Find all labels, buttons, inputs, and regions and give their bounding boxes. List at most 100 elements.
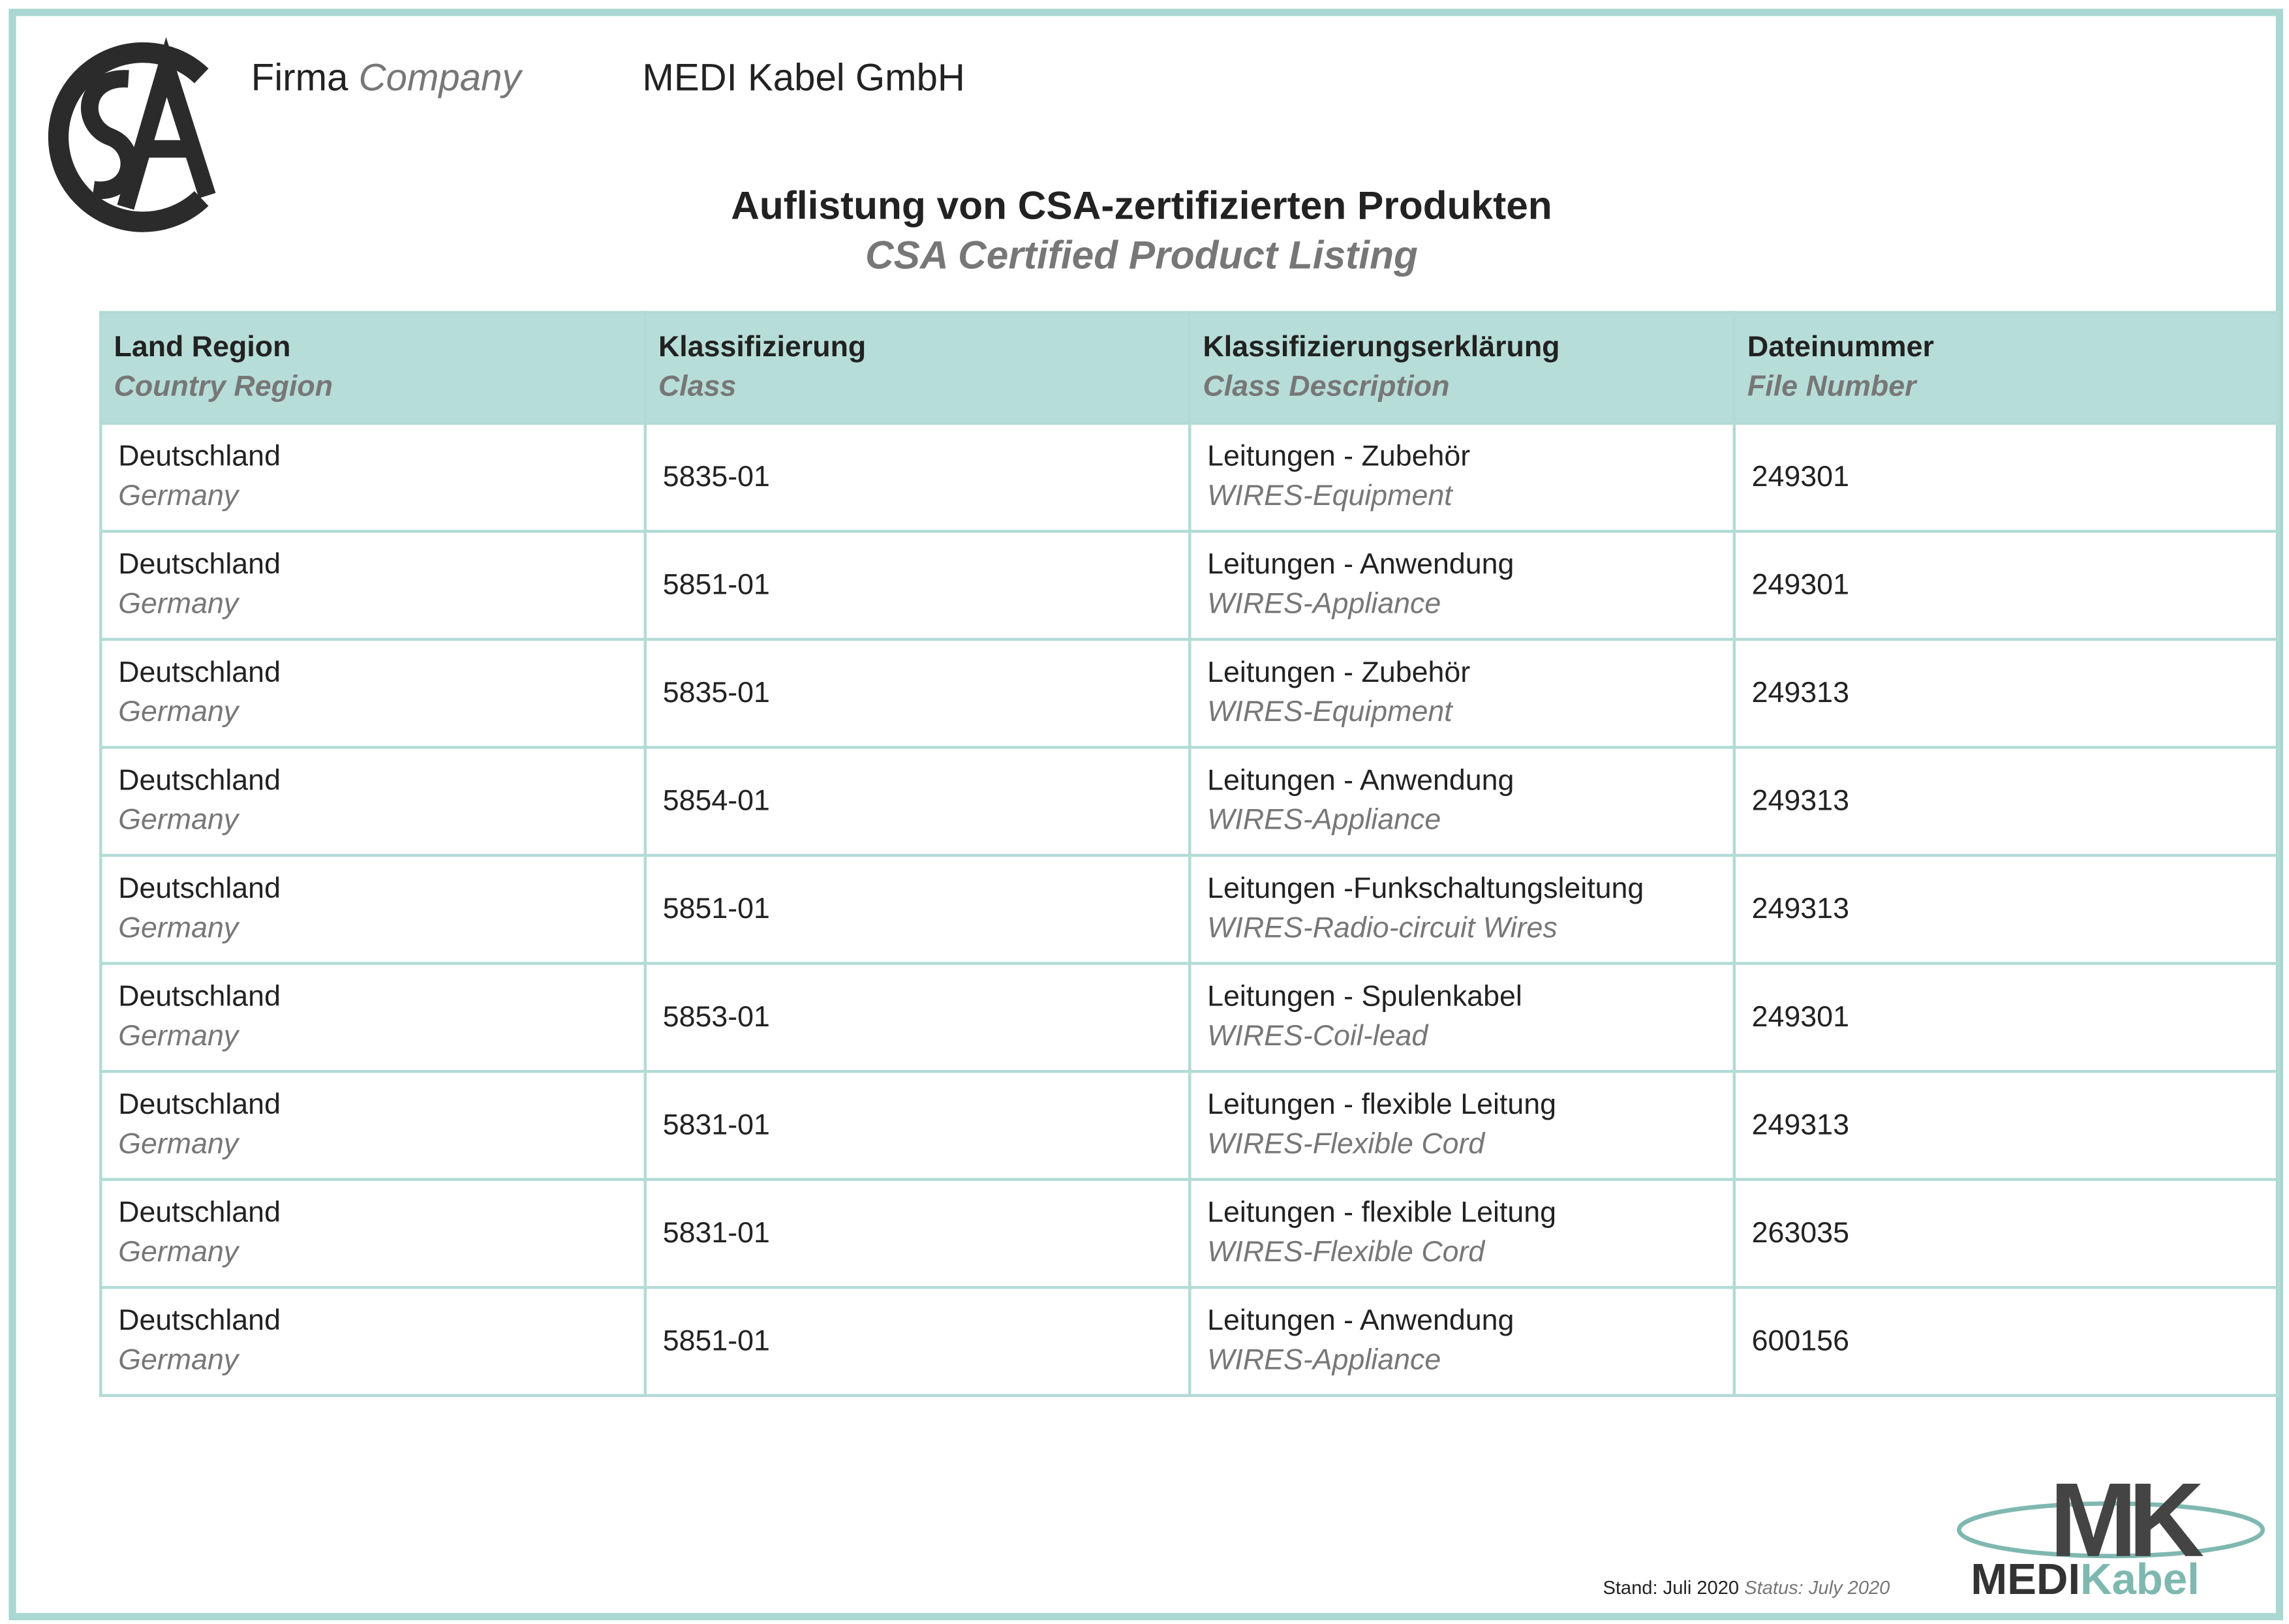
file-number: 249313 — [1751, 1109, 1849, 1141]
table-cell: Leitungen - Anwendung WIRES-Appliance — [1188, 746, 1736, 857]
subtitle: CSA Certified Product Listing — [865, 233, 1418, 278]
table-row: Deutschland Germany 5851-01 Leitungen - Anw… — [99, 530, 2281, 641]
table-cell: Leitungen - flexible Leitung WIRES-Flexib… — [1188, 1178, 1736, 1289]
region-de: Deutschland — [118, 1305, 281, 1338]
table-row: Deutschland Germany 5831-01 Leitungen - fle… — [99, 1069, 2281, 1181]
description-de: Leitungen -Funkschaltungsleitung — [1207, 872, 1644, 906]
table-cell: 5851-01 — [643, 1285, 1191, 1398]
column-header-en: Country Region — [114, 371, 333, 403]
company-label-de: Firma — [251, 55, 348, 100]
table-cell: 249313 — [1732, 746, 2281, 857]
region-de: Deutschland — [118, 1088, 281, 1122]
table-cell: 5851-01 — [643, 853, 1191, 965]
description-de: Leitungen - Spulenkabel — [1207, 981, 1522, 1013]
region-de: Deutschland — [118, 656, 281, 689]
region-de: Deutschland — [118, 872, 281, 906]
description-en: WIRES-Appliance — [1207, 1344, 1441, 1377]
frame — [8, 8, 2283, 1621]
region-en: Germany — [118, 588, 239, 620]
region-de: Deutschland — [118, 549, 281, 581]
table-cell: Deutschland Germany — [99, 530, 647, 641]
table-cell: 249313 — [1732, 637, 2281, 749]
column-header-en: Class — [658, 371, 737, 403]
table-row: Deutschland Germany 5835-01 Leitungen - Zub… — [99, 637, 2281, 749]
column-header-en: Class Description — [1203, 371, 1450, 403]
table-cell: Deutschland Germany — [99, 1178, 647, 1289]
table-cell: 5831-01 — [643, 1178, 1191, 1289]
description-de: Leitungen - Anwendung — [1207, 1305, 1514, 1338]
medikabel-logo: MK MEDIKabel — [1956, 1462, 2266, 1604]
file-number: 249313 — [1751, 893, 1849, 925]
table-row: Deutschland Germany 5853-01 Leitungen - Spu… — [99, 962, 2281, 1073]
region-en: Germany — [118, 912, 239, 945]
table-cell: Leitungen - Zubehör WIRES-Equipment — [1188, 421, 1736, 533]
description-en: WIRES-Equipment — [1207, 480, 1452, 513]
table-cell: 249313 — [1732, 1069, 2281, 1181]
table-row: Deutschland Germany 5851-01 Leitungen -Funk… — [99, 853, 2281, 965]
table-cell: 600156 — [1732, 1285, 2281, 1398]
column-header-de: Klassifizierung — [658, 331, 867, 364]
description-de: Leitungen - Zubehör — [1207, 440, 1471, 473]
region-en: Germany — [118, 804, 239, 836]
class-code: 5831-01 — [662, 1216, 770, 1249]
file-number: 249301 — [1751, 568, 1849, 601]
file-number: 249313 — [1751, 676, 1849, 709]
table-cell: 5835-01 — [643, 637, 1191, 749]
table-row: Deutschland Germany 5835-01 Leitungen - Zub… — [99, 421, 2281, 533]
table-cell: Deutschland Germany — [99, 1285, 647, 1398]
file-number: 249313 — [1751, 784, 1849, 817]
table-cell: 249313 — [1732, 853, 2281, 965]
region-en: Germany — [118, 1344, 239, 1377]
table-cell: 5835-01 — [643, 421, 1191, 533]
logo-swoosh — [1956, 1501, 2266, 1559]
table-cell: 263035 — [1732, 1178, 2281, 1289]
table-cell: 5851-01 — [643, 530, 1191, 641]
table-cell: Deutschland Germany — [99, 746, 647, 857]
region-en: Germany — [118, 1020, 239, 1053]
table-row: Deutschland Germany 5851-01 Leitungen - Anw… — [99, 1285, 2281, 1398]
description-de: Leitungen - Anwendung — [1207, 765, 1514, 797]
region-de: Deutschland — [118, 1197, 281, 1229]
table-cell: 5854-01 — [643, 746, 1191, 857]
description-en: WIRES-Coil-lead — [1207, 1020, 1428, 1053]
class-code: 5835-01 — [662, 460, 770, 493]
table-cell: Leitungen - Anwendung WIRES-Appliance — [1188, 1285, 1736, 1398]
table-row: Deutschland Germany 5854-01 Leitungen - Anw… — [99, 746, 2281, 857]
footer-status: Stand: Juli 2020 Status: July 2020 — [1603, 1576, 1890, 1599]
table-cell: 5853-01 — [643, 962, 1191, 1073]
region-de: Deutschland — [118, 440, 281, 473]
product-table: Land Region Country Region Klassifizierung… — [99, 311, 2281, 1398]
description-de: Leitungen - Zubehör — [1207, 656, 1471, 689]
header-row: Land Region Country Region Klassifizierung… — [99, 311, 2281, 425]
stand: Juli 2020 — [1663, 1576, 1740, 1599]
file-number: 263035 — [1751, 1216, 1849, 1249]
region-en: Germany — [118, 696, 239, 729]
description-en: WIRES-Radio-circuit Wires — [1207, 912, 1558, 945]
table-cell: 249301 — [1732, 962, 2281, 1073]
region-de: Deutschland — [118, 765, 281, 797]
column-header: Dateinummer File Number — [1732, 311, 2281, 425]
table-body: Deutschland Germany 5835-01 Leitungen - Zub… — [99, 421, 2281, 1398]
region-de: Deutschland — [118, 981, 281, 1013]
column-header: Land Region Country Region — [99, 311, 647, 425]
class-code: 5851-01 — [662, 568, 770, 601]
logo-kabel: Kabel — [2080, 1555, 2200, 1604]
column-header-de: Dateinummer — [1747, 331, 1934, 364]
column-header: Klassifizierung Class — [643, 311, 1191, 425]
description-en: WIRES-Flexible Cord — [1207, 1236, 1485, 1269]
logo-medi: MEDI — [1971, 1555, 2080, 1604]
class-code: 5831-01 — [662, 1109, 770, 1141]
title: Auflistung von CSA-zertifizierten Produk… — [731, 183, 1552, 228]
region-en: Germany — [118, 1236, 239, 1269]
description-de: Leitungen - flexible Leitung — [1207, 1197, 1556, 1229]
column-header-de: Klassifizierungserklärung — [1203, 331, 1560, 364]
column-header-en: File Number — [1747, 371, 1916, 403]
logo-mark: MK — [2050, 1462, 2204, 1579]
class-code: 5851-01 — [662, 893, 770, 925]
table-cell: 249301 — [1732, 530, 2281, 641]
description-en: WIRES-Appliance — [1207, 588, 1441, 620]
file-number: 249301 — [1751, 460, 1849, 493]
class-code: 5853-01 — [662, 1000, 770, 1033]
table-cell: 5831-01 — [643, 1069, 1191, 1181]
